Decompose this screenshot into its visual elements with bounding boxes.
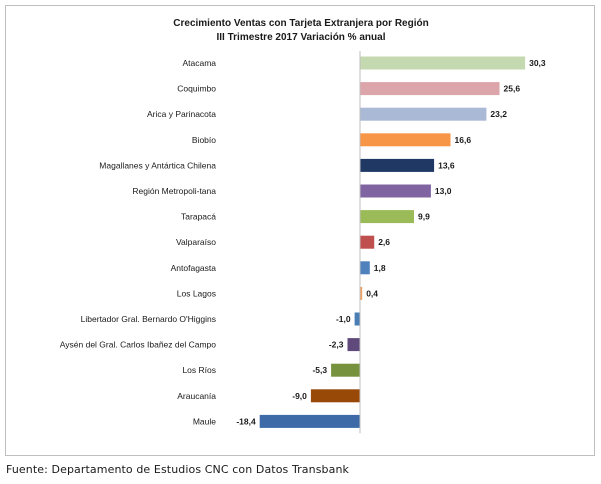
value-label: 2,6 (378, 237, 390, 247)
value-label: -2,3 (329, 340, 344, 350)
value-labels: 30,3 25,6 23,2 16,6 13,6 13,0 9,9 2,6 1,8 0,4 -1,0… (236, 58, 546, 426)
bar (310, 389, 360, 403)
bar (259, 414, 360, 428)
category-label: Arica y Parinacota (147, 109, 216, 119)
category-label: Región Metropoli-tana (132, 186, 216, 196)
value-label: -5,3 (312, 365, 327, 375)
bar (360, 107, 487, 121)
source-note: Fuente: Departamento de Estudios CNC con… (6, 463, 350, 476)
chart-subtitle: III Trimestre 2017 Variación % anual (217, 32, 386, 43)
category-label: Coquimbo (177, 84, 216, 94)
category-label: Los Lagos (177, 288, 216, 298)
category-label: Aysén del Gral. Carlos Ibañez del Campo (60, 340, 217, 350)
category-label: Libertador Gral. Bernardo O'Higgins (81, 314, 216, 324)
value-label: 16,6 (455, 135, 472, 145)
value-label: 23,2 (490, 109, 507, 119)
value-label: 30,3 (529, 58, 546, 68)
category-label: Tarapacá (181, 212, 216, 222)
bar (360, 133, 451, 147)
category-label: Maule (193, 416, 216, 426)
value-label: -1,0 (336, 314, 351, 324)
value-label: 9,9 (418, 212, 430, 222)
value-label: 0,4 (366, 288, 378, 298)
value-label: 25,6 (504, 84, 521, 94)
bar (331, 363, 360, 377)
category-labels: Atacama Coquimbo Arica y Parinacota Biobío M… (60, 58, 217, 426)
category-label: Valparaíso (176, 237, 216, 247)
value-label: 1,8 (374, 263, 386, 273)
bar (360, 158, 435, 172)
bars-layer (259, 56, 526, 428)
bar (360, 82, 500, 96)
value-label: -9,0 (292, 391, 307, 401)
value-label: 13,6 (438, 160, 455, 170)
category-label: Atacama (182, 58, 216, 68)
bar (360, 210, 414, 224)
category-label: Biobío (192, 135, 216, 145)
bar-chart: Crecimiento Ventas con Tarjeta Extranjer… (60, 18, 546, 434)
bar (360, 56, 526, 70)
bar (360, 286, 363, 300)
value-label: -18,4 (236, 416, 256, 426)
chart-title: Crecimiento Ventas con Tarjeta Extranjer… (173, 18, 428, 29)
category-label: Magallanes y Antártica Chilena (99, 160, 216, 170)
bar (360, 184, 431, 198)
bar (360, 235, 375, 249)
bar (347, 338, 360, 352)
bar (360, 261, 370, 275)
value-label: 13,0 (435, 186, 452, 196)
category-label: Antofagasta (171, 263, 217, 273)
bar (354, 312, 361, 326)
category-label: Los Ríos (182, 365, 216, 375)
chart-frame: Crecimiento Ventas con Tarjeta Extranjer… (5, 5, 595, 456)
category-label: Araucanía (177, 391, 216, 401)
